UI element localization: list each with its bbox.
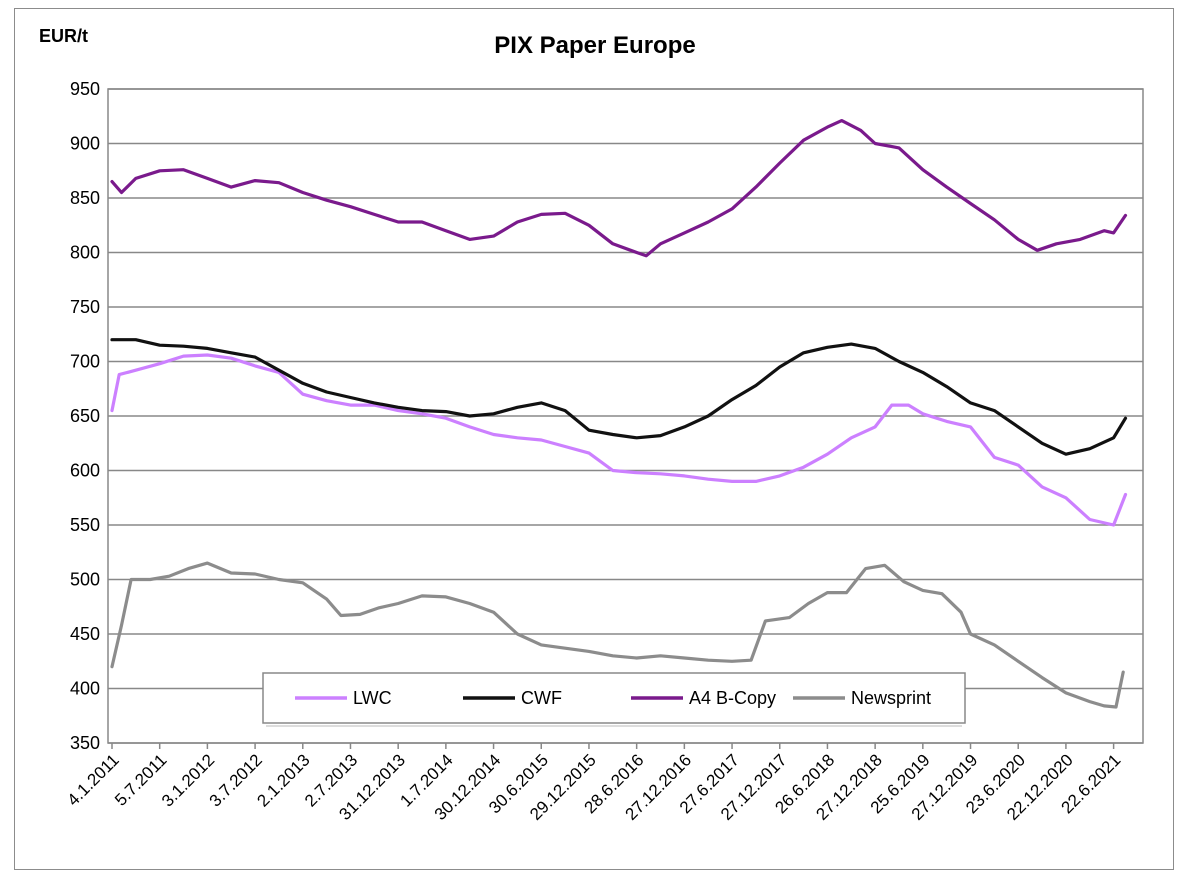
series-line-a4-b-copy — [110, 118, 1128, 258]
y-tick-label: 400 — [70, 679, 100, 699]
y-tick-label: 550 — [70, 515, 100, 535]
legend: LWC CWF A4 B-Copy Newsprint — [262, 672, 966, 727]
chart-canvas: EUR/t PIX Paper Europe 350 400 450 500 550 60… — [39, 26, 1144, 824]
grid-lines — [108, 88, 1143, 744]
series-line-lwc — [110, 353, 1128, 527]
series-line-cwf — [110, 338, 1128, 456]
y-tick-label: 650 — [70, 406, 100, 426]
legend-label-newsprint: Newsprint — [851, 688, 931, 708]
y-tick-label: 350 — [70, 733, 100, 753]
y-tick-label: 900 — [70, 134, 100, 154]
series-lines — [110, 118, 1128, 709]
legend-label-cwf: CWF — [521, 688, 562, 708]
y-tick-label: 750 — [70, 297, 100, 317]
x-axis-ticks: 4.1.20115.7.20113.1.20123.7.20122.1.2013… — [63, 743, 1124, 824]
y-tick-label: 850 — [70, 188, 100, 208]
legend-label-a4-b-copy: A4 B-Copy — [689, 688, 776, 708]
chart-title: PIX Paper Europe — [494, 32, 695, 59]
legend-label-lwc: LWC — [353, 688, 392, 708]
y-axis-ticks: 350 400 450 500 550 600 650 700 750 800 850 900 950 — [70, 79, 100, 753]
series-line-newsprint — [110, 561, 1125, 709]
chart-frame: EUR/t PIX Paper Europe 350 400 450 500 550 60… — [14, 8, 1174, 870]
plot-border — [107, 88, 1144, 744]
y-tick-label: 800 — [70, 243, 100, 263]
y-tick-label: 950 — [70, 79, 100, 99]
y-tick-label: 600 — [70, 461, 100, 481]
y-tick-label: 700 — [70, 352, 100, 372]
y-tick-label: 450 — [70, 624, 100, 644]
x-tick-label: 4.1.2011 — [63, 750, 122, 809]
legend-box — [262, 672, 966, 724]
y-tick-label: 500 — [70, 570, 100, 590]
plot-area — [107, 88, 1144, 744]
y-axis-unit-label: EUR/t — [39, 26, 88, 46]
